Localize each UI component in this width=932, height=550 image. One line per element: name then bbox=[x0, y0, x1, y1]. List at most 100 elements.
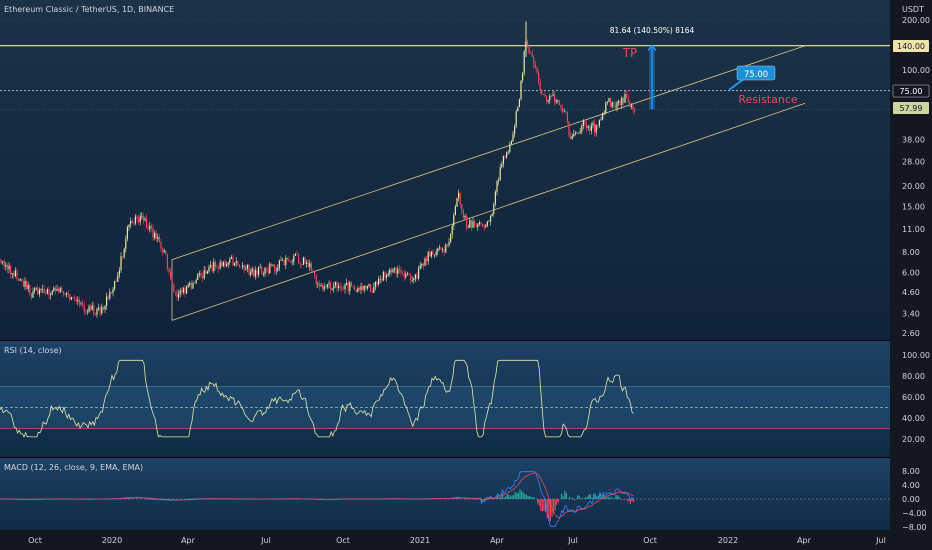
tp-label[interactable]: TP bbox=[622, 46, 638, 60]
candle-body bbox=[453, 215, 455, 226]
time-axis[interactable] bbox=[0, 530, 932, 550]
time-tick-label: Jul bbox=[260, 536, 271, 545]
candle-body bbox=[530, 52, 532, 54]
candle-body bbox=[131, 221, 133, 224]
symbol-title[interactable]: Ethereum Classic / TetherUS, 1D, BINANCE bbox=[4, 5, 174, 14]
rsi-title[interactable]: RSI (14, close) bbox=[4, 346, 62, 355]
candle-body bbox=[454, 206, 456, 216]
candle-body bbox=[325, 286, 327, 288]
candle-body bbox=[416, 274, 418, 279]
candle-body bbox=[232, 257, 234, 266]
candle-body bbox=[502, 155, 504, 165]
rsi-axis-labels: 100.00 80.00 60.00 40.00 20.00 bbox=[902, 351, 930, 444]
candle-body bbox=[571, 136, 573, 139]
candle-body bbox=[509, 144, 511, 152]
candle-body bbox=[195, 279, 197, 284]
candle-body bbox=[344, 284, 346, 290]
candle-body bbox=[520, 80, 522, 100]
candle-body bbox=[533, 57, 535, 65]
candle-body bbox=[26, 280, 28, 290]
macd-histogram-bar bbox=[500, 497, 502, 499]
candle-body bbox=[179, 290, 181, 295]
candle-body bbox=[21, 279, 23, 282]
candle-body bbox=[512, 133, 514, 142]
price-axis-labels: 2.60 3.40 4.60 6.00 8.00 11.00 15.00 20.00 28.00… bbox=[902, 16, 930, 338]
macd-title[interactable]: MACD (12, 26, close, 9, EMA, EMA) bbox=[4, 463, 143, 472]
candle-body bbox=[72, 297, 74, 298]
candle-body bbox=[606, 102, 608, 103]
macd-histogram-bar bbox=[538, 499, 540, 506]
macd-histogram-bar bbox=[626, 499, 628, 501]
candle-body bbox=[158, 236, 160, 243]
candle-body bbox=[30, 293, 32, 298]
candle-body bbox=[3, 261, 5, 267]
candle-body bbox=[414, 274, 416, 279]
price-axis[interactable] bbox=[890, 0, 932, 530]
macd-histogram-bar bbox=[562, 496, 564, 499]
candle-body bbox=[77, 299, 79, 302]
candle-body bbox=[149, 225, 151, 230]
candle-body bbox=[269, 263, 271, 273]
candle-body bbox=[328, 283, 330, 285]
candle-body bbox=[486, 221, 488, 226]
measure-label[interactable]: 81.64 (140.50%) 8164 bbox=[610, 26, 695, 35]
macd-histogram-bar bbox=[529, 496, 531, 499]
macd-histogram-bar bbox=[633, 499, 635, 503]
macd-pane[interactable] bbox=[0, 458, 890, 530]
macd-histogram-bar bbox=[599, 492, 601, 499]
candle-body bbox=[13, 273, 15, 277]
candle-body bbox=[405, 274, 407, 278]
svg-text:75.00: 75.00 bbox=[744, 70, 768, 80]
candle-body bbox=[379, 278, 381, 280]
macd-histogram-bar bbox=[588, 494, 590, 499]
candle-body bbox=[157, 236, 159, 239]
macd-series bbox=[0, 471, 890, 527]
rsi-pane[interactable] bbox=[0, 341, 890, 457]
macd-histogram-bar bbox=[577, 495, 579, 499]
candle-body bbox=[378, 278, 380, 285]
candle-body bbox=[242, 265, 244, 268]
candle-body bbox=[485, 225, 487, 228]
candle-body bbox=[438, 247, 440, 249]
candle-body bbox=[298, 254, 300, 264]
candle-body bbox=[370, 284, 372, 292]
candle-body bbox=[480, 222, 482, 224]
candle-body bbox=[493, 204, 495, 214]
channel-lower-line bbox=[171, 102, 806, 321]
candle-body bbox=[448, 242, 450, 246]
candle-body bbox=[216, 267, 218, 268]
macd-histogram-bar bbox=[543, 499, 545, 512]
candle-body bbox=[86, 311, 88, 313]
macd-histogram-bar bbox=[631, 499, 633, 502]
candle-body bbox=[218, 267, 220, 269]
candle-body bbox=[46, 289, 48, 294]
candle-body bbox=[238, 264, 240, 267]
macd-histogram-bar bbox=[623, 499, 625, 501]
candle-body bbox=[419, 265, 421, 269]
resistance-callout[interactable]: 75.00 bbox=[728, 65, 776, 91]
candle-body bbox=[549, 95, 551, 101]
candle-body bbox=[27, 284, 29, 290]
time-tick-label: Jul bbox=[875, 536, 886, 545]
candle-body bbox=[573, 133, 575, 137]
macd-tick-label: 4.00 bbox=[902, 481, 920, 490]
candle-body bbox=[584, 119, 586, 125]
candle-body bbox=[338, 286, 340, 288]
candle-body bbox=[166, 253, 168, 269]
candle-body bbox=[386, 275, 388, 278]
candle-body bbox=[34, 288, 36, 292]
macd-histogram-bar bbox=[618, 496, 620, 499]
candle-body bbox=[35, 288, 37, 289]
candle-body bbox=[410, 274, 412, 281]
candle-body bbox=[0, 259, 2, 263]
main-pane[interactable] bbox=[0, 0, 890, 340]
candle-body bbox=[222, 261, 224, 267]
candle-body bbox=[173, 284, 175, 292]
candle-body bbox=[256, 270, 258, 275]
macd-histogram-bar bbox=[610, 497, 612, 499]
candle-body bbox=[235, 261, 237, 263]
candle-body bbox=[264, 267, 266, 275]
resistance-label[interactable]: Resistance bbox=[738, 93, 798, 106]
